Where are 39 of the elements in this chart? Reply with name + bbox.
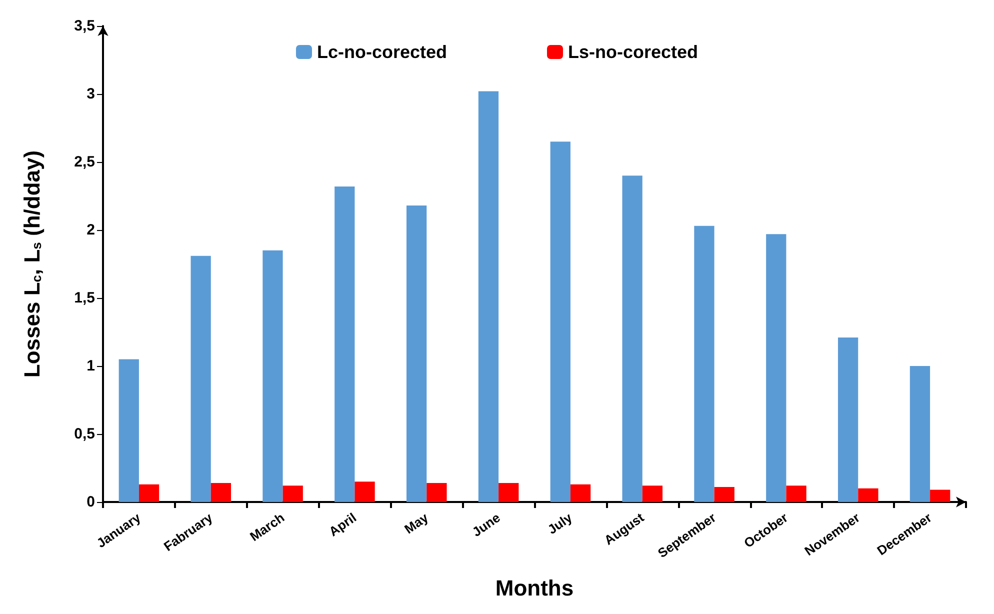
bar — [406, 206, 427, 502]
y-tick-label: 3,5 — [74, 18, 95, 34]
y-tick-label: 1 — [86, 358, 95, 374]
bar — [210, 482, 232, 502]
bar — [550, 142, 570, 502]
legend-label: Ls-no-corected — [568, 42, 698, 62]
bar — [858, 488, 878, 502]
bar — [138, 484, 160, 502]
bar — [766, 234, 786, 502]
y-tick-label: 1,5 — [74, 290, 95, 306]
x-tick-label: June — [469, 510, 503, 540]
bar — [910, 366, 930, 502]
bar — [694, 226, 714, 502]
bar — [642, 486, 663, 502]
y-tick-label: 3 — [86, 86, 95, 102]
bar — [262, 250, 283, 502]
bar — [334, 186, 355, 502]
bar — [426, 482, 447, 502]
bar — [622, 176, 642, 502]
y-tick-label: 0,5 — [74, 426, 95, 442]
bar — [570, 484, 591, 502]
bar — [118, 359, 139, 502]
bar — [930, 490, 950, 502]
bar — [190, 256, 211, 502]
x-tick-label: May — [402, 509, 432, 537]
bar — [714, 487, 734, 502]
y-tick-label: 0 — [86, 494, 95, 510]
legend-label: Lc-no-corected — [316, 42, 448, 62]
x-tick-label: July — [544, 509, 576, 538]
bar — [282, 486, 303, 502]
y-tick-label: 2,5 — [74, 154, 95, 170]
y-axis-title: Losses Lc, Ls (h/dday) — [20, 150, 44, 378]
x-axis-title: Months — [495, 576, 574, 600]
bar — [786, 486, 806, 502]
y-tick-label: 2 — [86, 222, 95, 238]
bar — [478, 91, 499, 502]
bar — [354, 482, 375, 502]
bar — [838, 337, 858, 502]
bar — [498, 482, 519, 502]
